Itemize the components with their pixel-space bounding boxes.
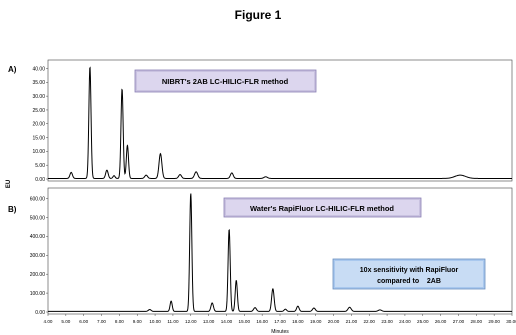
- sensitivity-note-box: 10x sensitivity with RapiFluor compared …: [332, 258, 486, 290]
- panel-b-y-tick-label: 200.00: [30, 272, 46, 278]
- x-tick-label: 18.00: [292, 319, 304, 324]
- sensitivity-note-line1: 10x sensitivity with RapiFluor: [360, 267, 459, 274]
- panel-a-y-tick-label: 15.00: [32, 135, 45, 141]
- x-tick-label: 4.00: [44, 319, 53, 324]
- panel-a-annotation-box: NIBRT's 2AB LC-HILIC-FLR method: [134, 69, 317, 93]
- panel-a-trace: [48, 66, 512, 179]
- x-tick-label: 7.00: [97, 319, 106, 324]
- x-tick-label: 20.00: [328, 319, 340, 324]
- panel-a-y-tick-label: 25.00: [32, 108, 45, 114]
- panel-b-y-tick-label: 300.00: [30, 253, 46, 259]
- y-axis-label: EU: [6, 180, 12, 188]
- panel-b: B) 600.00 500.00 400.00 300.00 200.00 100.00 0…: [8, 187, 516, 324]
- x-tick-label: 21.00: [346, 319, 358, 324]
- panel-b-y-ticks: 600.00 500.00 400.00 300.00 200.00 100.00 0.00: [30, 196, 48, 316]
- panel-a-annotation: NIBRT's 2AB LC-HILIC-FLR method: [162, 77, 289, 86]
- x-tick-label: 25.00: [417, 319, 429, 324]
- x-tick-label: 17.00: [274, 319, 286, 324]
- panel-a-y-tick-label: 10.00: [32, 149, 45, 155]
- x-tick-label: 24.00: [399, 319, 411, 324]
- x-tick-label: 15.00: [239, 319, 251, 324]
- panel-a-y-ticks: 40.00 35.00 30.00 25.00 20.00 15.00 10.00 5.00 0…: [32, 66, 48, 183]
- panel-a: A) 40.00 35.00 30.00 25.00 20.00 15.00 10.00 5.…: [8, 59, 513, 183]
- x-tick-label: 13.00: [203, 319, 215, 324]
- panel-a-y-tick-label: 40.00: [32, 66, 45, 72]
- panel-a-plot-frame: [47, 59, 513, 182]
- panel-b-label: B): [8, 205, 17, 214]
- sensitivity-note-line2: compared to 2AB: [377, 278, 441, 285]
- panel-b-annotation: Water's RapiFluor LC-HILIC-FLR method: [250, 204, 394, 213]
- x-tick-label: 10.00: [149, 319, 161, 324]
- panel-b-y-tick-label: 500.00: [30, 215, 46, 221]
- panel-a-y-tick-label: 35.00: [32, 80, 45, 86]
- x-tick-label: 6.00: [79, 319, 88, 324]
- panel-b-annotation-box: Water's RapiFluor LC-HILIC-FLR method: [223, 197, 422, 218]
- x-tick-label: 28.00: [471, 319, 483, 324]
- panel-b-y-tick-label: 0.00: [35, 310, 45, 316]
- panel-b-y-tick-label: 100.00: [30, 291, 46, 297]
- x-tick-label: 30.00: [506, 319, 516, 324]
- x-tick-label: 29.00: [488, 319, 500, 324]
- x-tick-label: 14.00: [221, 319, 233, 324]
- panel-a-y-tick-label: 20.00: [32, 122, 45, 128]
- x-tick-label: 16.00: [256, 319, 268, 324]
- x-tick-label: 23.00: [381, 319, 393, 324]
- x-tick-label: 27.00: [453, 319, 465, 324]
- x-tick-label: 12.00: [185, 319, 197, 324]
- panel-b-x-ticks: 4.00 5.00 6.00 7.00 8.00 9.00 10.00 11.00 12.00 1…: [44, 314, 516, 324]
- panel-b-trace: [48, 193, 512, 312]
- x-tick-label: 19.00: [310, 319, 322, 324]
- panel-a-y-tick-label: 5.00: [35, 163, 45, 169]
- panel-b-y-tick-label: 400.00: [30, 234, 46, 240]
- x-tick-label: 22.00: [363, 319, 375, 324]
- x-tick-label: 5.00: [61, 319, 70, 324]
- panel-b-y-tick-label: 600.00: [30, 196, 46, 202]
- x-tick-label: 26.00: [435, 319, 447, 324]
- figure-title: Figure 1: [234, 8, 282, 22]
- panel-a-y-tick-label: 30.00: [32, 94, 45, 100]
- panel-a-y-tick-label: 0.00: [35, 177, 45, 183]
- x-tick-label: 8.00: [115, 319, 124, 324]
- x-axis-label: Minutes: [271, 329, 289, 335]
- x-tick-label: 9.00: [133, 319, 142, 324]
- panel-a-label: A): [8, 65, 17, 74]
- x-tick-label: 11.00: [167, 319, 179, 324]
